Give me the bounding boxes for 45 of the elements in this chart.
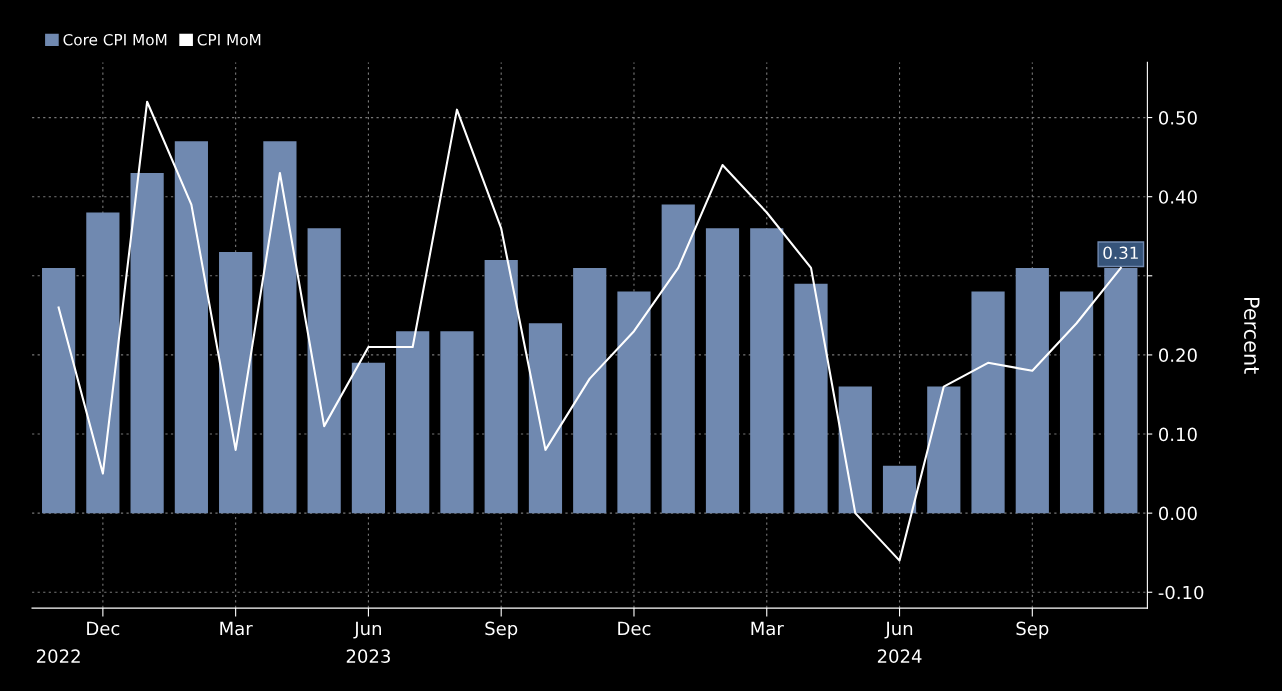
bar <box>219 252 253 514</box>
legend-label: Core CPI MoM <box>63 33 167 46</box>
bar <box>705 228 740 514</box>
y-tick-label: 0.50 <box>1159 111 1197 125</box>
y-tick-label: 0.40 <box>1159 190 1197 204</box>
bar <box>440 331 474 514</box>
y-axis-title: Percent <box>1243 298 1260 374</box>
bar <box>927 386 961 514</box>
data-label: 0.31 <box>1103 246 1138 260</box>
y-tick-label: 0.20 <box>1159 348 1197 363</box>
legend-label: CPI MoM <box>197 33 261 46</box>
bar <box>528 323 563 514</box>
y-tick-label: 0.00 <box>1159 506 1197 521</box>
x-tick-label: Sep <box>1016 621 1049 639</box>
text: 2023 <box>346 649 390 663</box>
x-tick-label: Mar <box>220 621 253 636</box>
text: 2022 <box>36 649 80 663</box>
bar <box>130 172 164 514</box>
bar <box>351 362 386 514</box>
bar <box>484 259 518 514</box>
text: 2024 <box>877 649 922 663</box>
bar <box>174 141 208 514</box>
x-tick-label: Jun <box>884 621 913 639</box>
bar <box>794 283 828 514</box>
bar <box>1059 291 1094 514</box>
bar <box>1015 267 1049 514</box>
bar <box>882 465 917 514</box>
y-tick-label: 0.10 <box>1159 427 1197 442</box>
x-tick-label: Mar <box>751 621 784 636</box>
y-tick-label: -0.10 <box>1158 585 1204 600</box>
bar <box>573 267 607 514</box>
bar <box>42 267 76 514</box>
bar <box>838 386 872 514</box>
x-tick-label: Sep <box>485 621 518 639</box>
bar <box>617 291 651 514</box>
bar <box>750 228 784 514</box>
bar <box>263 141 297 514</box>
x-tick-label: Dec <box>618 621 651 636</box>
bar <box>971 291 1005 514</box>
bar <box>396 331 430 514</box>
bar <box>307 228 341 514</box>
bar <box>86 212 120 514</box>
x-tick-label: Jun <box>353 621 381 639</box>
bar <box>661 204 695 514</box>
x-tick-label: Dec <box>87 621 120 636</box>
